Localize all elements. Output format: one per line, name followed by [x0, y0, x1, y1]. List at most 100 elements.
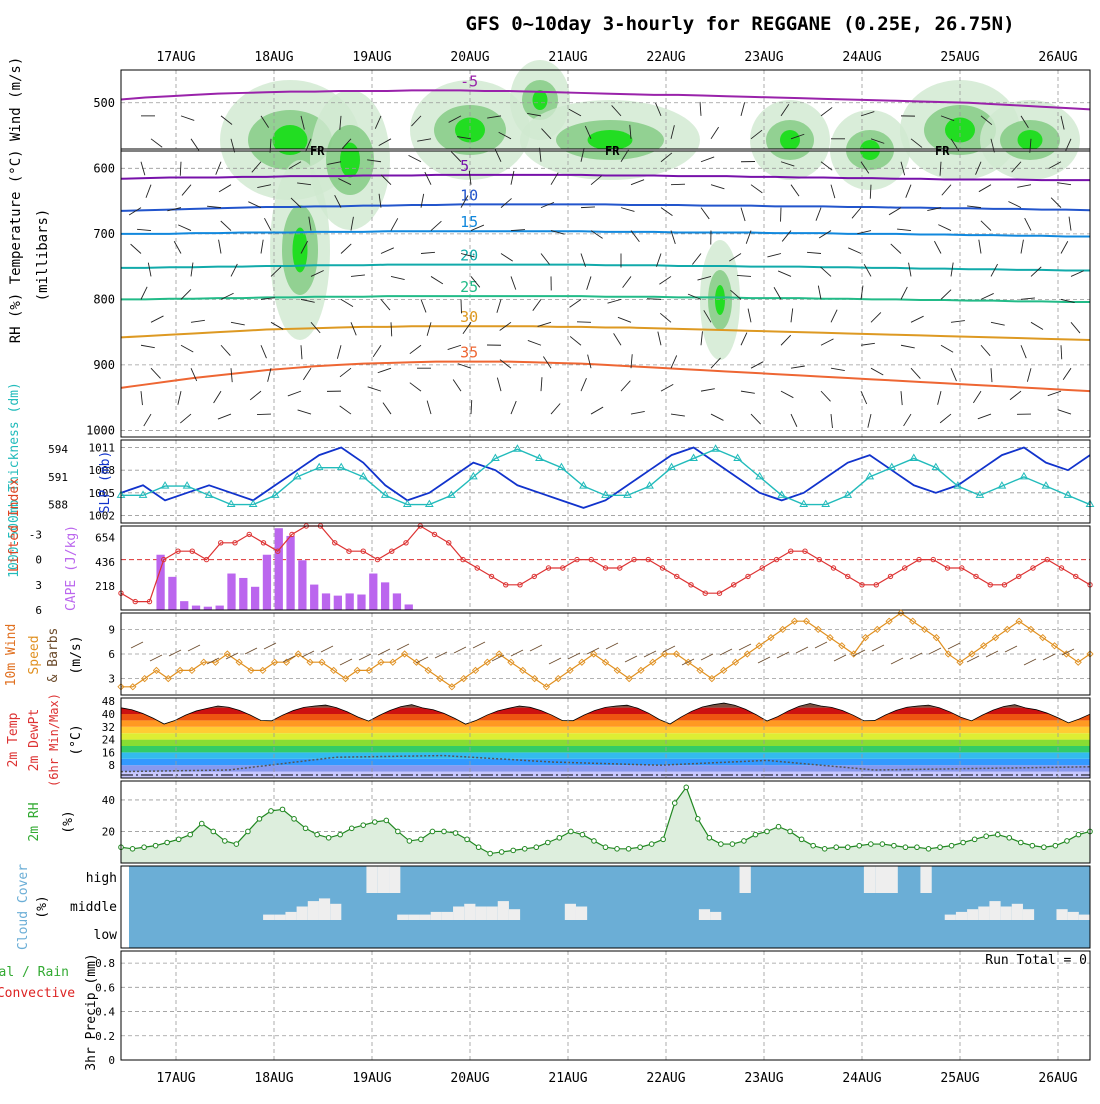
wind-barb [831, 185, 835, 198]
wind-barb [979, 240, 981, 254]
wind-barb [781, 391, 793, 398]
wind-barb [141, 287, 147, 300]
cape-bar [357, 595, 365, 610]
cape-bar [192, 606, 200, 610]
rh-area-core-10 [715, 285, 725, 315]
chart-title: GFS 0~10day 3-hourly for REGGANE (0.25E,… [465, 13, 1014, 35]
date-label-top-20AUG: 20AUG [450, 50, 489, 65]
rh2m-marker [638, 845, 643, 850]
li-ytick-3: 3 [35, 579, 42, 592]
rh2m-marker [315, 832, 320, 837]
rh2m-marker [684, 785, 689, 790]
wind-barb [661, 208, 672, 216]
rh2m-marker [695, 817, 700, 822]
wind-barb [458, 364, 471, 369]
cape-bar [322, 593, 330, 610]
rh2m-marker [603, 845, 608, 850]
wind-barb-10m [359, 654, 371, 660]
li-ytick-0: 0 [35, 554, 42, 567]
wind-barb [941, 345, 953, 352]
wind-barb [821, 339, 833, 345]
wind-barb-10m [530, 645, 542, 651]
wind-barb [1017, 185, 1031, 188]
freezing-label-1: FR [605, 144, 620, 158]
wind-barb [631, 411, 645, 414]
cloud-middle-bar [1012, 904, 1023, 920]
wind-barb [351, 322, 356, 335]
rh2m-marker [834, 845, 839, 850]
wind-barb [431, 221, 441, 230]
date-label-top-26AUG: 26AUG [1038, 50, 1077, 65]
wind-barb [144, 414, 151, 426]
wind-barb [981, 345, 990, 356]
wind-barb [979, 185, 991, 192]
thickness-marker [778, 491, 785, 497]
wind-barb [261, 240, 263, 254]
wind-barb [427, 322, 431, 335]
cloud-middle-bar [1023, 909, 1034, 920]
date-label-bottom-20AUG: 20AUG [450, 1071, 489, 1086]
wind-ylabel-1: 10m Wind [4, 624, 19, 687]
date-label-bottom-26AUG: 26AUG [1038, 1071, 1077, 1086]
temp-band-7 [121, 727, 1090, 733]
rh2m-marker [569, 829, 574, 834]
upper-ytick-800: 800 [93, 292, 115, 306]
rh2m-marker [211, 829, 216, 834]
wind-barb [1027, 368, 1031, 382]
wind-barb [631, 180, 644, 185]
date-label-bottom-24AUG: 24AUG [842, 1071, 881, 1086]
rh2m-marker [961, 840, 966, 845]
rh2m-marker [580, 832, 585, 837]
wind-barb [701, 157, 714, 162]
wind-barb-10m [701, 654, 713, 660]
rh2m-marker [396, 829, 401, 834]
rh2m-ylabel: 2m RH [27, 802, 42, 841]
thk-ytick-588: 588 [48, 499, 68, 512]
wind-barb [821, 267, 831, 276]
wind-barb [148, 263, 151, 277]
wind-barb [831, 414, 832, 428]
wind-barb-10m [948, 643, 960, 649]
cloud-middle-bar [274, 915, 285, 920]
wind-barb [871, 312, 881, 322]
rh2m-marker [592, 839, 597, 844]
cloud-middle-bar [431, 912, 442, 920]
wind-barb [181, 345, 193, 352]
wind-barb [1057, 183, 1071, 185]
wind-barb [141, 345, 155, 347]
wind-barb [767, 254, 781, 257]
precip-frame [121, 951, 1090, 1060]
wind-barb [1025, 218, 1031, 230]
wind-barb [1048, 391, 1061, 396]
rh2m-marker [984, 834, 989, 839]
rh2m-marker [1007, 835, 1012, 840]
rh2m-marker [142, 845, 147, 850]
wind-barb [821, 107, 832, 115]
wind-barb [942, 185, 951, 196]
thickness-marker [844, 491, 851, 497]
rh2m-marker [419, 837, 424, 842]
isotherm-30 [121, 326, 1090, 340]
wind-barb [671, 414, 685, 416]
wind-barb-10m [929, 648, 941, 654]
wind-barb [425, 172, 431, 185]
rh2m-ylabel-units: (%) [61, 810, 76, 833]
cloud-middle-bar [397, 915, 408, 920]
rh2m-marker [949, 843, 954, 848]
date-label-bottom-18AUG: 18AUG [254, 1071, 293, 1086]
wind-barb [692, 254, 701, 265]
wind-barb [497, 378, 501, 392]
cape-bar [263, 555, 271, 610]
wind-barb [791, 308, 793, 322]
rh2m-marker [857, 843, 862, 848]
wind-barb [981, 293, 994, 299]
wind-barb [791, 414, 797, 427]
rh2m-marker [188, 832, 193, 837]
wind-barb [219, 185, 231, 192]
thickness-line [121, 449, 1090, 504]
wind-barb-10m [169, 650, 181, 656]
wind-barb-10m [967, 656, 979, 662]
wind-barb [741, 391, 755, 393]
rh2m-marker [845, 845, 850, 850]
cloud-middle-bar [1079, 915, 1090, 920]
